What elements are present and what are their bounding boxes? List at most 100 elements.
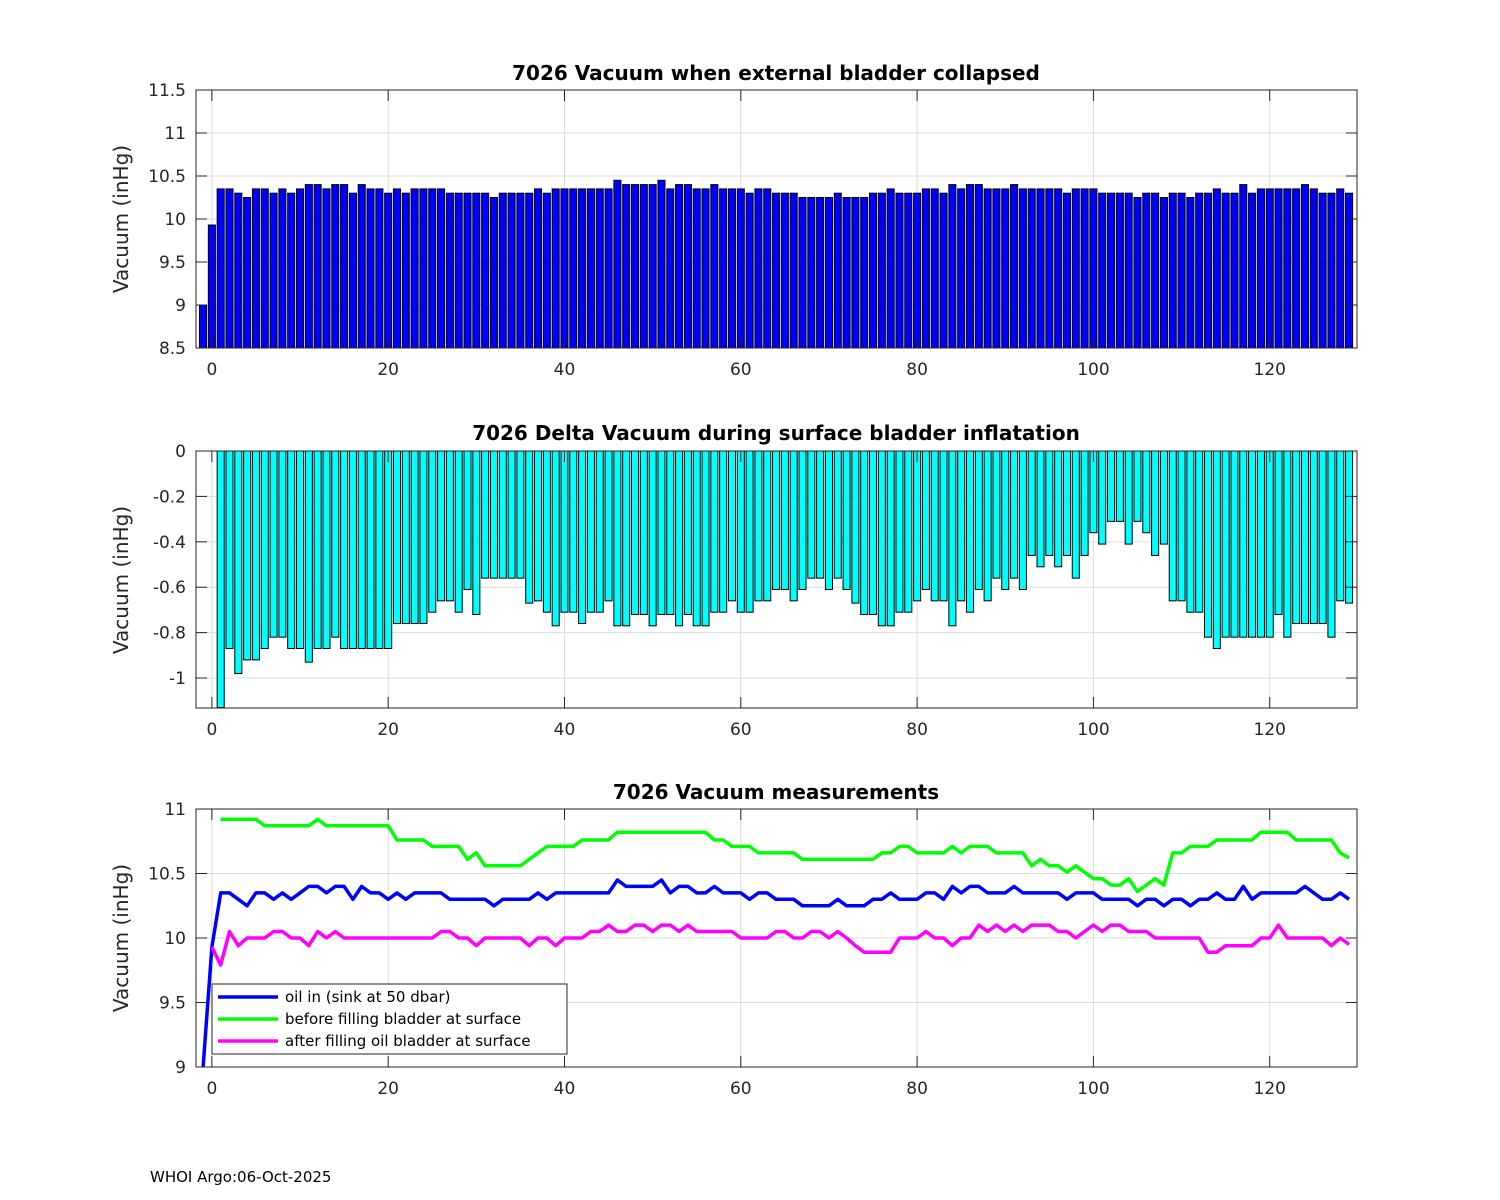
bar [401,192,410,348]
x-tick-label: 60 [730,360,752,380]
bar [454,451,463,613]
x-tick-label: 80 [906,1079,928,1099]
bar [754,451,763,602]
bar [1054,188,1063,348]
bar [1159,451,1168,545]
bar [675,184,684,348]
bar [992,188,1001,348]
y-tick-label: 8.5 [159,339,186,359]
legend-label-after-filling: after filling oil bladder at surface [285,1032,531,1050]
bar [560,451,569,613]
bar [622,451,631,627]
bar [1212,188,1221,348]
bar [1292,188,1301,348]
bar [913,192,922,348]
bar [666,451,675,615]
bar [348,192,357,348]
bar [1300,451,1310,625]
data-marks [216,451,1354,708]
bar [613,179,622,348]
bar [974,184,983,348]
bar [225,188,234,348]
y-tick-label: -0.6 [153,578,186,598]
bar [551,451,560,627]
series-line [201,878,1351,1067]
bar [939,192,948,348]
bar [445,192,454,348]
bar [789,192,798,348]
bar [1203,451,1213,638]
bar [789,451,798,602]
bar [692,188,701,348]
bar [1239,451,1248,638]
bar [1159,197,1168,348]
bar [1318,192,1327,348]
x-tick-label: 20 [377,1079,399,1099]
bar [1036,451,1045,568]
bar [1345,192,1354,348]
bar [639,451,648,615]
bar [542,192,551,348]
bar [437,451,446,602]
bar [1151,451,1160,556]
bar [745,192,754,348]
bar [340,184,349,348]
bar [913,451,922,602]
bar [772,451,781,590]
bar [1177,192,1186,348]
bar [648,184,657,348]
bar [392,188,402,348]
bar [410,451,419,625]
bar [1292,451,1301,625]
chart-title: 7026 Vacuum when external bladder collap… [512,61,1040,85]
bar [1142,451,1151,534]
bar [1071,188,1080,348]
bar [1133,197,1142,348]
y-tick-label: 11 [164,800,186,820]
bar [295,188,305,348]
bar [357,451,366,650]
data-marks [199,179,1354,348]
bar [463,192,472,348]
bar [278,188,287,348]
bar [692,451,701,627]
x-tick-label: 20 [377,360,399,380]
legend: oil in (sink at 50 dbar) before filling … [211,983,568,1055]
x-tick-label: 40 [554,360,576,380]
x-tick-label: 0 [206,360,217,380]
bar [472,451,481,615]
bar [525,192,534,348]
bar [251,451,260,661]
bar [481,451,490,579]
bar [542,451,551,613]
bar [807,451,816,579]
bar [877,192,886,348]
bar [1345,451,1354,604]
bar [1089,451,1098,534]
bar [860,451,869,615]
axes-frame [195,450,1358,709]
bar [816,197,825,348]
bar [595,188,604,348]
bar [534,451,543,602]
bar [675,451,684,627]
bar [1230,451,1239,638]
x-tick-label: 100 [1077,360,1109,380]
bar [957,451,966,602]
y-tick-label: 9.5 [159,253,186,273]
bar [630,451,640,615]
bar [295,451,305,650]
bar [604,188,613,348]
bar [1283,451,1292,638]
bar [921,188,930,348]
bar [842,451,851,590]
bar [287,451,296,650]
y-tick-label: 11.5 [148,81,186,101]
bar [1089,188,1098,348]
bar [1001,188,1010,348]
bar [1142,192,1151,348]
bar [754,188,763,348]
plot-area: 0 20 40 60 80 100 120 -1 -0.8 -0.6 -0.4 -0.2 0 [153,442,1358,740]
bar [269,451,278,638]
bar [833,192,842,348]
